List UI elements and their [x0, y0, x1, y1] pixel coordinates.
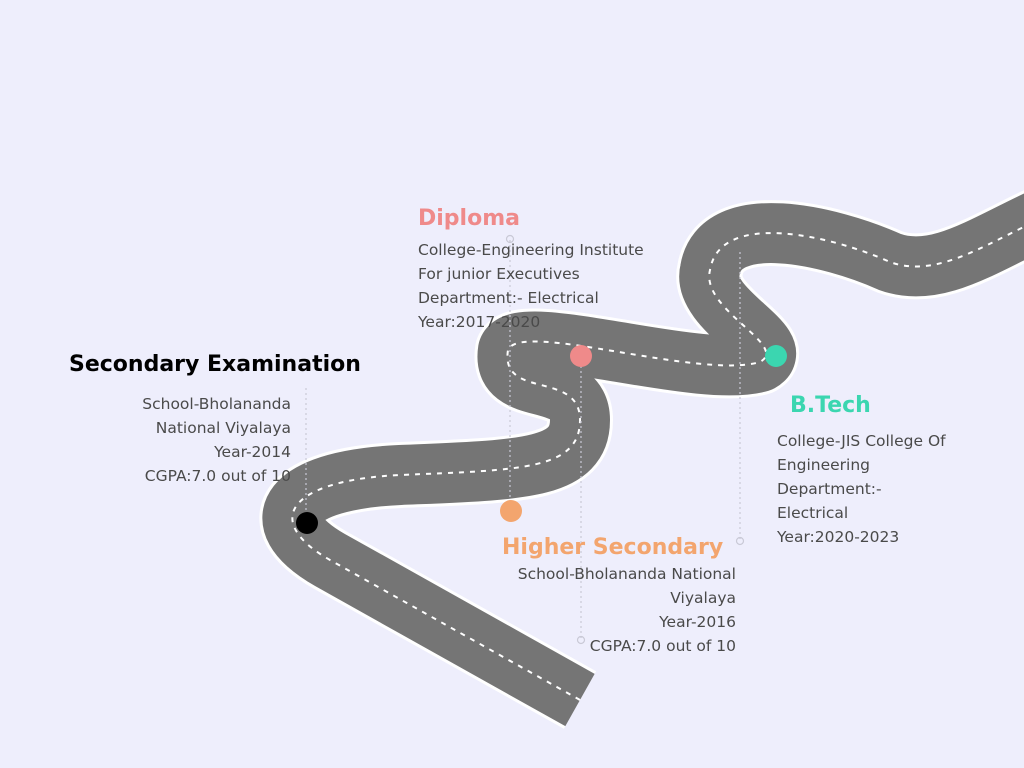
detail-line: National Viyalaya: [155, 419, 291, 437]
detail-line: CGPA:7.0 out of 10: [589, 637, 736, 655]
detail-line: School-Bholananda National: [517, 565, 736, 583]
detail-line: CGPA:7.0 out of 10: [144, 467, 291, 485]
marker-diploma: [570, 345, 592, 367]
detail-line: Year-2014: [214, 443, 291, 461]
marker-btech: [765, 345, 787, 367]
detail-line: Year-2016: [659, 613, 736, 631]
detail-line: School-Bholananda: [142, 395, 291, 413]
milestone-title-higher-secondary: Higher Secondary: [502, 535, 724, 560]
lane-marking: [291, 225, 1024, 701]
detail-line: Electrical: [777, 504, 849, 522]
detail-line: Viyalaya: [670, 589, 736, 607]
milestone-title-btech: B.Tech: [790, 393, 871, 418]
road: [259, 190, 1024, 729]
marker-higher-secondary: [500, 500, 522, 522]
milestone-title-secondary: Secondary Examination: [69, 352, 361, 377]
detail-line: Department:-: [777, 480, 882, 498]
detail-line: Department:- Electrical: [418, 289, 599, 307]
connectors: [305, 234, 745, 645]
marker-secondary: [296, 512, 318, 534]
connector-end-btech: [735, 536, 745, 546]
detail-line: Year:2020-2023: [777, 528, 900, 546]
milestone-details-higher-secondary: School-Bholananda National Viyalaya Year…: [518, 562, 736, 658]
detail-line: For junior Executives: [418, 265, 580, 283]
detail-line: College-Engineering Institute: [418, 241, 644, 259]
milestone-details-btech: College-JIS College Of Engineering Depar…: [777, 429, 946, 549]
milestone-details-secondary: School-Bholananda National Viyalaya Year…: [142, 392, 291, 488]
connector-end-diploma: [505, 234, 515, 244]
detail-line: Engineering: [777, 456, 870, 474]
milestone-title-diploma: Diploma: [418, 206, 520, 231]
milestone-details-diploma: College-Engineering Institute For junior…: [418, 238, 644, 334]
detail-line: College-JIS College Of: [777, 432, 946, 450]
milestone-markers: [296, 345, 787, 534]
connector-end-higher-secondary: [576, 635, 586, 645]
detail-line: Year:2017-2020: [418, 313, 541, 331]
